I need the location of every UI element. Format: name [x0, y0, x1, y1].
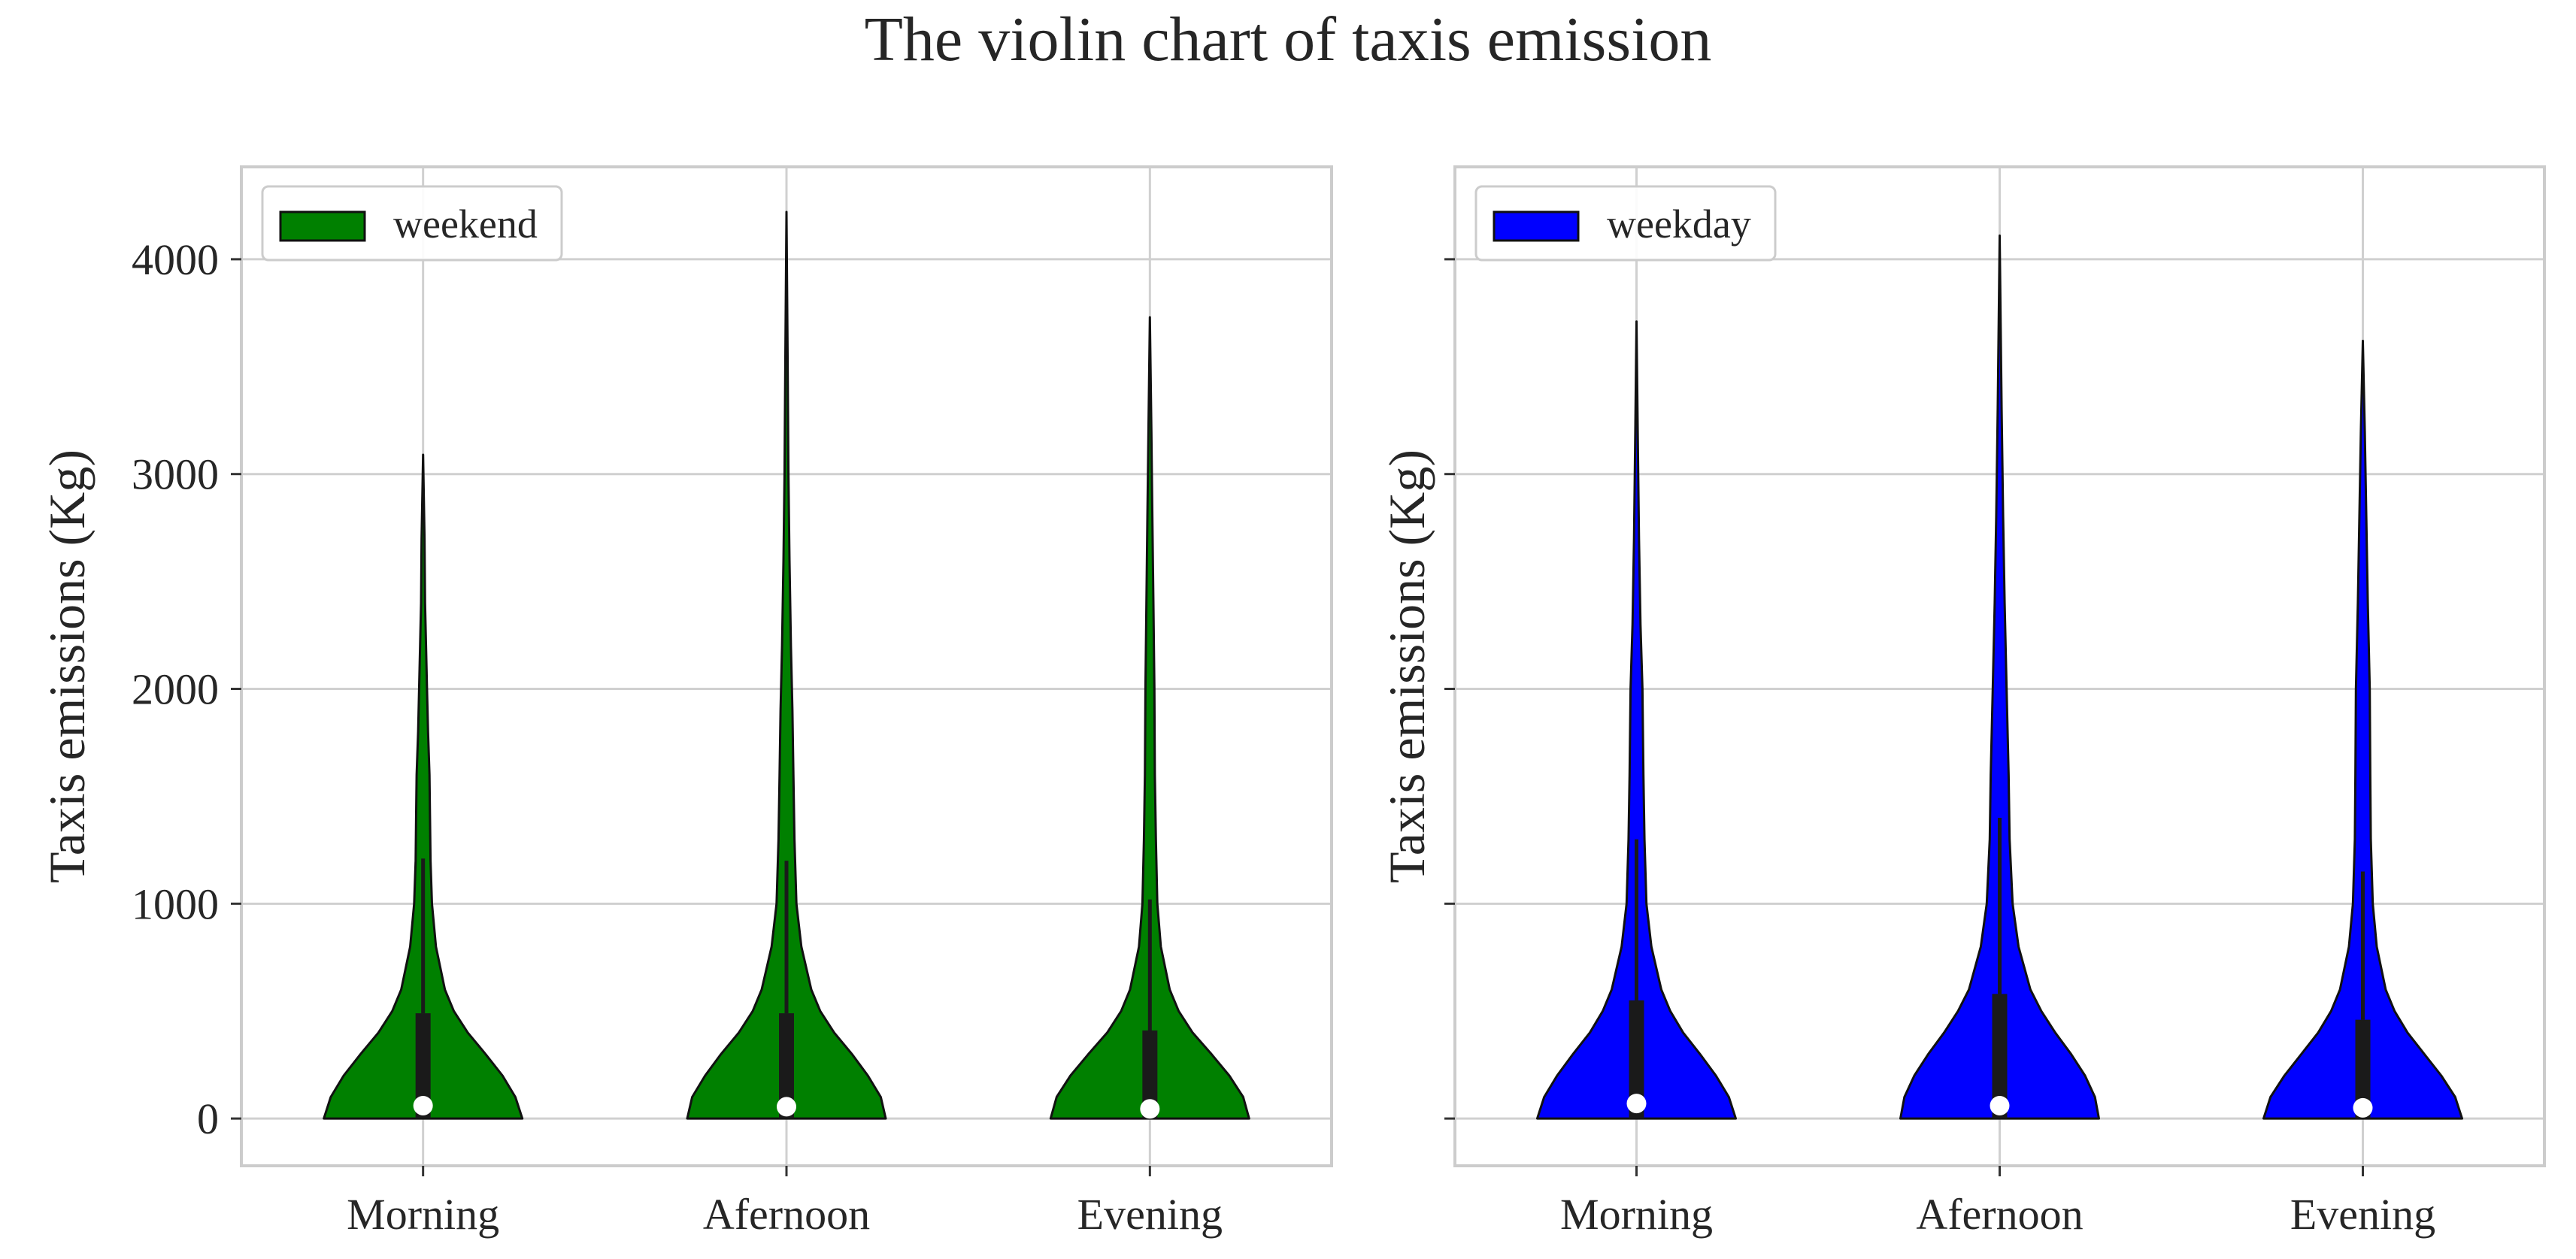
violin-weekday-evening	[2262, 340, 2463, 1120]
y-tick-label-3000: 3000	[132, 450, 219, 499]
x-tick-label-evening: Evening	[2290, 1190, 2435, 1239]
violin-weekend-afernoon	[686, 210, 887, 1120]
y-tick-label-4000: 4000	[132, 235, 219, 284]
iqr-box-afernoon	[779, 1013, 794, 1119]
y-tick-label-1000: 1000	[132, 879, 219, 928]
y-tick-label-2000: 2000	[132, 665, 219, 714]
iqr-box-morning	[415, 1013, 431, 1119]
legend-swatch-weekday	[1493, 210, 1580, 242]
median-dot-evening	[1140, 1099, 1160, 1119]
violin-weekday-morning	[1536, 320, 1737, 1120]
y-axis-label: Taxis emissions (Kg)	[1378, 449, 1435, 883]
x-tick-label-morning: Morning	[1560, 1190, 1713, 1239]
violin-weekend-morning	[323, 453, 524, 1120]
iqr-box-afernoon	[1992, 994, 2008, 1119]
legend-label-weekday: weekday	[1607, 201, 1751, 247]
y-axis-label: Taxis emissions (Kg)	[38, 449, 95, 883]
median-dot-morning	[413, 1095, 433, 1115]
legend-weekday: weekday	[1474, 185, 1777, 262]
median-dot-afernoon	[1990, 1095, 2010, 1115]
x-tick-label-evening: Evening	[1077, 1190, 1223, 1239]
x-tick-label-afernoon: Afernoon	[1916, 1190, 2083, 1239]
violin-weekend-evening	[1049, 316, 1250, 1120]
legend-swatch-weekend	[279, 210, 366, 242]
legend-label-weekend: weekend	[393, 201, 538, 247]
y-tick-label-0: 0	[197, 1094, 219, 1143]
iqr-box-evening	[1142, 1030, 1158, 1119]
iqr-box-evening	[2355, 1019, 2371, 1119]
x-tick-label-morning: Morning	[347, 1190, 499, 1239]
iqr-box-morning	[1629, 1000, 1644, 1119]
median-dot-afernoon	[777, 1097, 796, 1117]
weekday-panel: Taxis emissions (Kg) Morning Afernoon Eveni…	[1378, 165, 2546, 1239]
legend-weekend: weekend	[261, 185, 563, 262]
chart-title: The violin chart of taxis emission	[865, 5, 1712, 74]
violin-weekday-afernoon	[1899, 235, 2100, 1120]
weekend-panel: 0 1000 2000 3000 4000 Taxis emissions (Kg) Mor…	[38, 165, 1333, 1239]
median-dot-evening	[2353, 1097, 2373, 1118]
x-tick-label-afernoon: Afernoon	[703, 1190, 870, 1239]
median-dot-morning	[1626, 1094, 1647, 1114]
